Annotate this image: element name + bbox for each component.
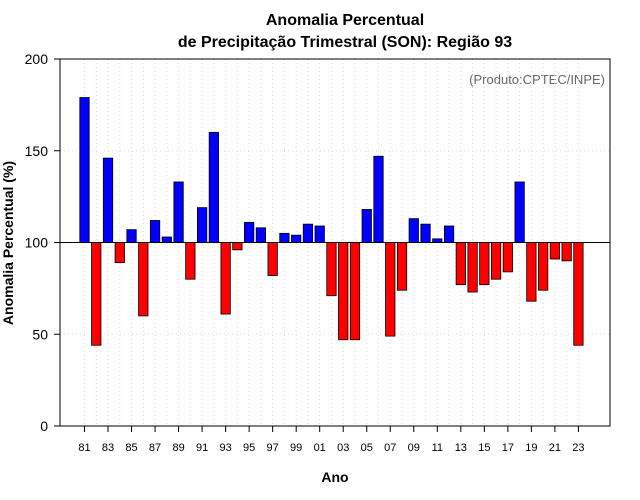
bar-86: [138, 242, 149, 317]
bar-13: [455, 242, 466, 286]
x-tick-label-01: 01: [314, 442, 326, 454]
bar-09: [408, 218, 419, 243]
x-tick-label-81: 81: [78, 442, 90, 454]
x-axis-label: Ano: [321, 469, 348, 485]
x-tick-label-83: 83: [102, 442, 114, 454]
x-tick-label-95: 95: [243, 442, 255, 454]
x-tick-label-85: 85: [125, 442, 137, 454]
bar-89: [173, 181, 184, 243]
bar-23: [573, 242, 584, 346]
x-tick-label-93: 93: [219, 442, 231, 454]
bar-88: [161, 236, 172, 243]
chart-title-line2: de Precipitação Trimestral (SON): Região…: [178, 34, 512, 51]
bar-92: [208, 131, 219, 243]
x-tick-label-17: 17: [502, 442, 514, 454]
x-tick-label-15: 15: [478, 442, 490, 454]
x-tick-label-91: 91: [196, 442, 208, 454]
bar-01: [314, 225, 325, 243]
x-tick-label-07: 07: [384, 442, 396, 454]
bar-22: [561, 242, 572, 262]
bar-08: [396, 242, 408, 291]
x-tick-label-03: 03: [337, 442, 349, 454]
bar-85: [126, 229, 137, 243]
bar-19: [526, 242, 537, 302]
bar-17: [502, 242, 513, 273]
x-tick-label-21: 21: [549, 442, 561, 454]
bar-18: [514, 181, 525, 243]
axis-layer: 0 50 100 150 200 81 83 85 87 89 91 93 95 97 99 01 03 05 07…: [25, 51, 611, 454]
bar-16: [490, 242, 502, 280]
bar-84: [114, 242, 125, 264]
bar-20: [538, 242, 549, 291]
bar-90: [185, 242, 196, 280]
bar-06: [373, 155, 384, 243]
x-tick-label-87: 87: [149, 442, 161, 454]
bar-99: [291, 234, 302, 243]
x-tick-label-13: 13: [455, 442, 467, 454]
bar-02: [326, 242, 337, 297]
y-tick-label: 150: [25, 143, 49, 159]
x-tick-label-97: 97: [267, 442, 279, 454]
bar-12: [443, 225, 455, 243]
bar-03: [338, 242, 349, 341]
y-tick-label: 100: [25, 235, 49, 251]
bar-82: [91, 242, 102, 346]
bar-98: [279, 232, 290, 243]
y-tick-label: 0: [40, 418, 48, 434]
bar-00: [302, 223, 314, 243]
y-axis-label: Anomalia Percentual (%): [0, 161, 16, 325]
x-tick-label-05: 05: [361, 442, 373, 454]
bar-21: [549, 242, 561, 260]
x-tick-label-23: 23: [572, 442, 584, 454]
bar-14: [467, 242, 478, 293]
bar-95: [244, 221, 255, 243]
x-tick-label-19: 19: [525, 442, 537, 454]
x-tick-label-99: 99: [290, 442, 302, 454]
bar-87: [149, 220, 161, 243]
bar-15: [479, 242, 490, 286]
bar-94: [232, 242, 243, 251]
bar-93: [220, 242, 231, 315]
bar-81: [79, 97, 90, 243]
bar-83: [102, 157, 114, 243]
chart-title-line1: Anomalia Percentual: [266, 12, 424, 29]
bar-96: [255, 227, 267, 243]
bar-97: [267, 242, 278, 276]
bars-layer: [79, 97, 584, 346]
bar-91: [196, 207, 208, 243]
bar-07: [385, 242, 396, 337]
x-tick-label-11: 11: [432, 442, 443, 454]
bar-05: [361, 209, 372, 243]
x-tick-label-89: 89: [172, 442, 184, 454]
bar-10: [420, 223, 431, 243]
bar-04: [349, 242, 361, 341]
x-tick-label-09: 09: [408, 442, 420, 454]
y-tick-label: 50: [32, 326, 48, 342]
bar-11: [432, 238, 443, 243]
source-annotation: (Produto:CPTEC/INPE): [469, 72, 605, 87]
y-tick-label: 200: [25, 51, 49, 67]
